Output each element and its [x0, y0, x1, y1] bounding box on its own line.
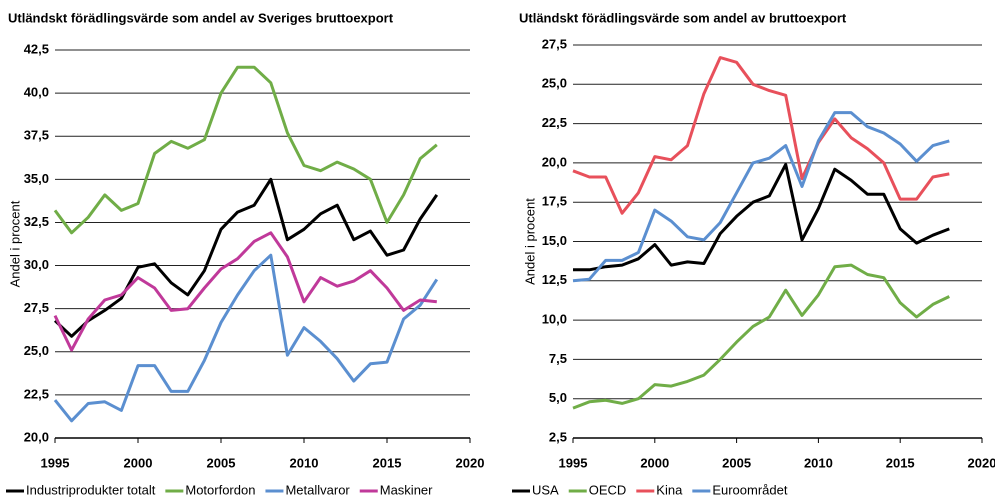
- y-tick-label: 17,5: [542, 194, 567, 209]
- x-tick-label: 2005: [722, 455, 751, 470]
- x-tick-label: 1995: [41, 455, 70, 470]
- x-tick-label: 2020: [456, 455, 485, 470]
- y-tick-label: 25,0: [24, 343, 49, 358]
- legend-label: Metallvaror: [285, 482, 350, 497]
- x-tick-label: 2015: [373, 455, 402, 470]
- y-tick-label: 10,0: [542, 312, 567, 327]
- y-tick-label: 22,5: [542, 115, 567, 130]
- x-tick-label: 2000: [640, 455, 669, 470]
- series-line: [572, 56, 950, 215]
- series-line: [572, 111, 950, 283]
- chart-title: Utländskt förädlingsvärde som andel av S…: [8, 10, 394, 25]
- legend-label: Motorfordon: [185, 482, 255, 497]
- y-tick-label: 15,0: [542, 233, 567, 248]
- x-tick-label: 2010: [290, 455, 319, 470]
- legend-label: Maskiner: [380, 482, 433, 497]
- x-tick-label: 2010: [804, 455, 833, 470]
- y-tick-label: 20,0: [542, 154, 567, 169]
- x-tick-label: 2000: [124, 455, 153, 470]
- x-tick-label: 2005: [207, 455, 236, 470]
- series-line: [573, 163, 950, 272]
- y-axis-label: Andel i procent: [7, 200, 22, 287]
- y-tick-label: 27,5: [542, 36, 567, 51]
- chart-title: Utländskt förädlingsvärde som andel av b…: [519, 10, 847, 25]
- y-axis-label: Andel i procent: [522, 198, 537, 285]
- y-tick-label: 25,0: [542, 76, 567, 91]
- y-tick-label: 37,5: [24, 128, 49, 143]
- legend-label: USA: [532, 482, 559, 497]
- y-tick-label: 27,5: [24, 300, 49, 315]
- y-tick-label: 42,5: [24, 41, 49, 56]
- x-tick-label: 1995: [559, 455, 588, 470]
- y-tick-label: 22,5: [24, 386, 49, 401]
- y-tick-label: 2,5: [549, 429, 567, 444]
- series-line: [53, 65, 438, 235]
- legend-label: Industriprodukter totalt: [26, 482, 156, 497]
- series-line: [572, 263, 950, 410]
- series-line: [53, 231, 437, 352]
- legend-label: OECD: [589, 482, 627, 497]
- y-tick-label: 30,0: [24, 257, 49, 272]
- legend-label: Kina: [656, 482, 683, 497]
- y-tick-label: 35,0: [24, 171, 49, 186]
- x-tick-label: 2015: [886, 455, 915, 470]
- legend-label: Euroområdet: [712, 482, 788, 497]
- y-tick-label: 12,5: [542, 272, 567, 287]
- series-line: [53, 177, 439, 338]
- series-line: [53, 253, 439, 423]
- y-tick-label: 20,0: [24, 429, 49, 444]
- y-tick-label: 32,5: [24, 214, 49, 229]
- y-tick-label: 5,0: [549, 390, 567, 405]
- y-tick-label: 7,5: [549, 351, 567, 366]
- y-tick-label: 40,0: [24, 85, 49, 100]
- x-tick-label: 2020: [968, 455, 995, 470]
